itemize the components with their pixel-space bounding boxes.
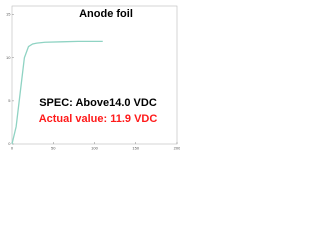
y-tick-label: 10 [6,55,11,60]
y-tick-label: 0 [8,141,11,146]
x-tick-label: 50 [51,146,56,151]
x-tick-label: 200 [174,146,180,151]
chart-title: Anode foil [79,8,133,20]
y-tick-label: 15 [6,12,11,17]
annotation: Actual value: 11.9 VDC [39,113,158,125]
page: Anode foil 0 5 10 15 0 50 100 150 200 SPEC: Above… [6,5,180,151]
y-tick-label: 5 [8,98,11,103]
x-tick-label: 0 [11,146,14,151]
annotation: SPEC: Above14.0 VDC [39,97,157,109]
data-line [11,40,103,145]
x-tick-label: 100 [91,146,98,151]
x-tick-label: 150 [132,146,139,151]
